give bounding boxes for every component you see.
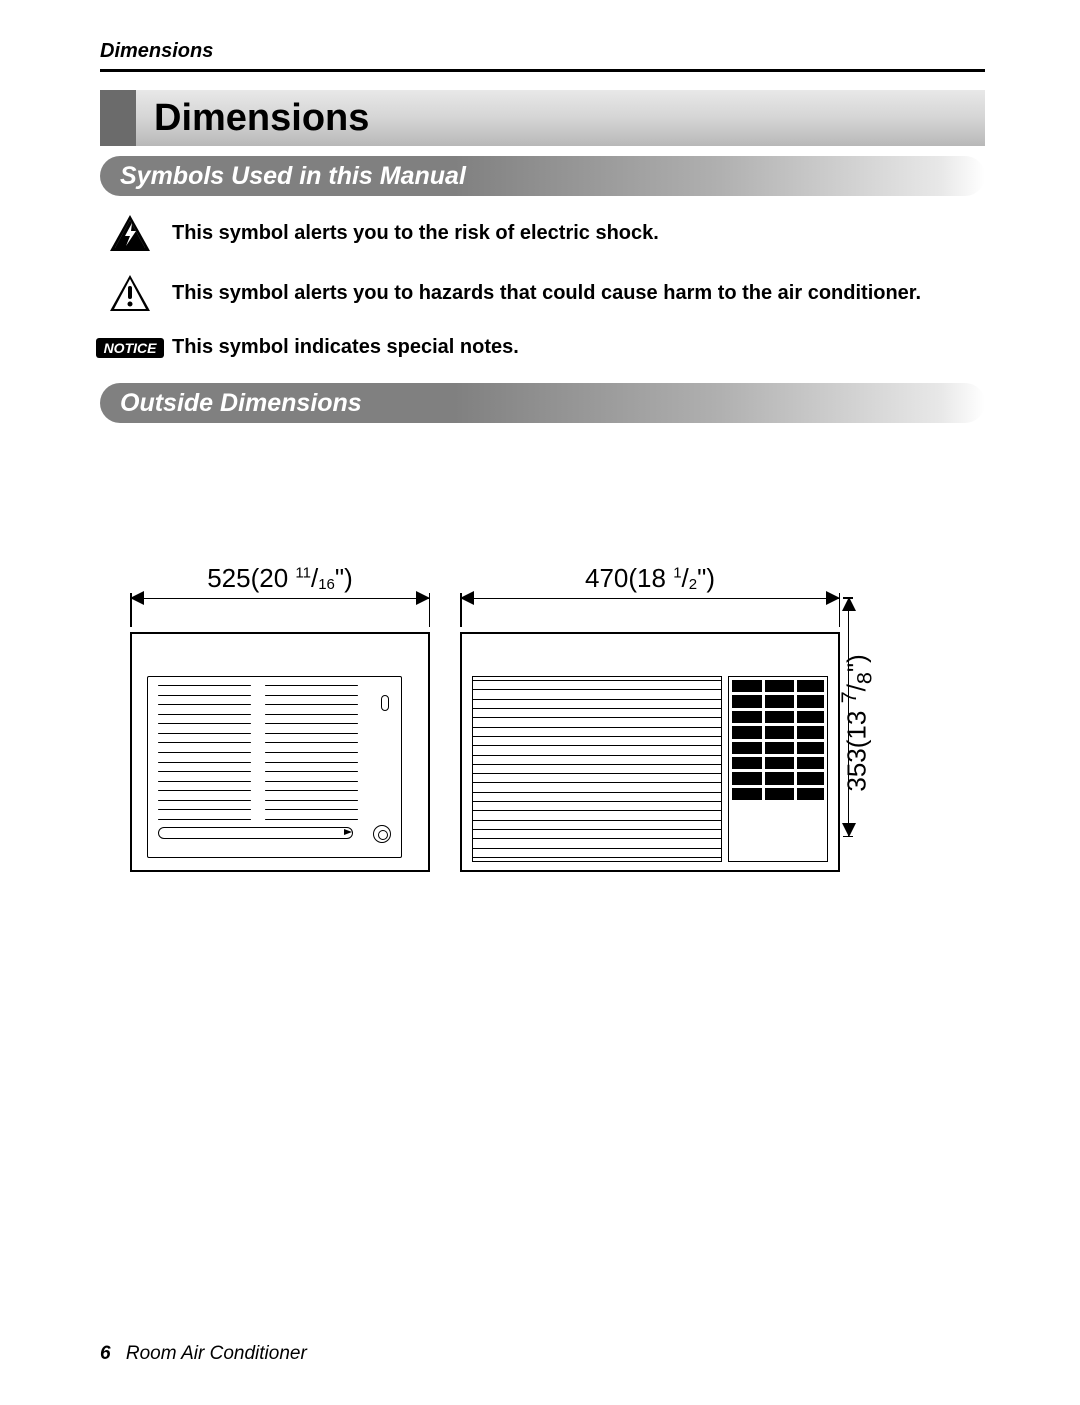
symbol-row-notice: NOTICE This symbol indicates special not…: [100, 334, 985, 361]
depth-dimension-label: 470(18 1/2"): [585, 563, 715, 594]
front-vents: [158, 685, 358, 820]
front-indicator: [381, 695, 389, 711]
side-panel-vent: [732, 680, 824, 800]
front-slot: [158, 827, 353, 839]
side-panel-vline2: [794, 680, 797, 800]
height-dimension-label: 353(13 7/8"): [836, 654, 878, 791]
page-title: Dimensions: [154, 97, 369, 140]
symbol-row-hazard: This symbol alerts you to hazards that c…: [100, 274, 985, 312]
title-square-accent: [100, 90, 136, 146]
width-in-den: 16: [318, 576, 335, 593]
side-view-column: 470(18 1/2"): [460, 563, 840, 872]
section-symbols-title: Symbols Used in this Manual: [120, 162, 466, 191]
width-mm: 525: [207, 563, 250, 593]
symbol-hazard-text: This symbol alerts you to hazards that c…: [160, 280, 921, 307]
footer-text: Room Air Conditioner: [126, 1343, 307, 1364]
front-panel: [147, 676, 402, 858]
dim-ext-left: [130, 593, 132, 627]
height-in-num: 7: [836, 691, 861, 703]
page-header-rule: Dimensions: [100, 40, 985, 72]
dim-ext-bot: [843, 836, 853, 838]
vent-col-2: [265, 685, 358, 820]
height-mm: 353: [841, 748, 871, 791]
dim-ext-right2: [839, 593, 841, 627]
depth-dim-bar: [460, 598, 840, 632]
height-in-whole: 13: [841, 711, 871, 740]
symbol-shock-text: This symbol alerts you to the risk of el…: [160, 220, 659, 247]
dim-ext-right: [429, 593, 431, 627]
side-panel-hlines: [732, 680, 824, 800]
side-panel-vline1: [762, 680, 765, 800]
side-view-box: [460, 632, 840, 872]
warning-icon: [100, 274, 160, 312]
section-symbols: Symbols Used in this Manual: [100, 156, 985, 196]
page-footer: 6 Room Air Conditioner: [100, 1343, 307, 1365]
section-outside-title: Outside Dimensions: [120, 389, 362, 418]
dim-ext-left2: [460, 593, 462, 627]
front-view-box: [130, 632, 430, 872]
page-header: Dimensions: [100, 40, 213, 62]
section-outside: Outside Dimensions: [100, 383, 985, 423]
dim-ext-top: [843, 597, 853, 599]
symbol-row-shock: This symbol alerts you to the risk of el…: [100, 214, 985, 252]
depth-in-num: 1: [673, 564, 681, 581]
width-in-num: 11: [295, 564, 311, 581]
depth-mm: 470: [585, 563, 628, 593]
depth-in-whole: 18: [637, 563, 666, 593]
vent-col-1: [158, 685, 251, 820]
front-view-column: 525(20 11/16"): [130, 563, 430, 872]
front-slot-arrow: [344, 829, 352, 835]
notice-icon: NOTICE: [100, 338, 160, 358]
height-in-den: 8: [852, 672, 877, 684]
notice-badge: NOTICE: [96, 338, 165, 358]
width-in-whole: 20: [259, 563, 288, 593]
symbol-notice-text: This symbol indicates special notes.: [160, 334, 519, 361]
dimension-diagrams: 525(20 11/16"): [100, 563, 985, 872]
side-grill: [472, 676, 722, 862]
page-number: 6: [100, 1343, 111, 1364]
side-view-wrap: 470(18 1/2"): [460, 563, 882, 872]
width-dimension-label: 525(20 11/16"): [207, 563, 353, 594]
depth-in-den: 2: [689, 576, 697, 593]
width-dim-bar: [130, 598, 430, 632]
height-dim-group: 353(13 7/8"): [848, 597, 882, 837]
side-panel: [728, 676, 828, 862]
front-knob: [373, 825, 391, 843]
title-bar: Dimensions: [100, 90, 985, 146]
electric-shock-icon: [100, 214, 160, 252]
